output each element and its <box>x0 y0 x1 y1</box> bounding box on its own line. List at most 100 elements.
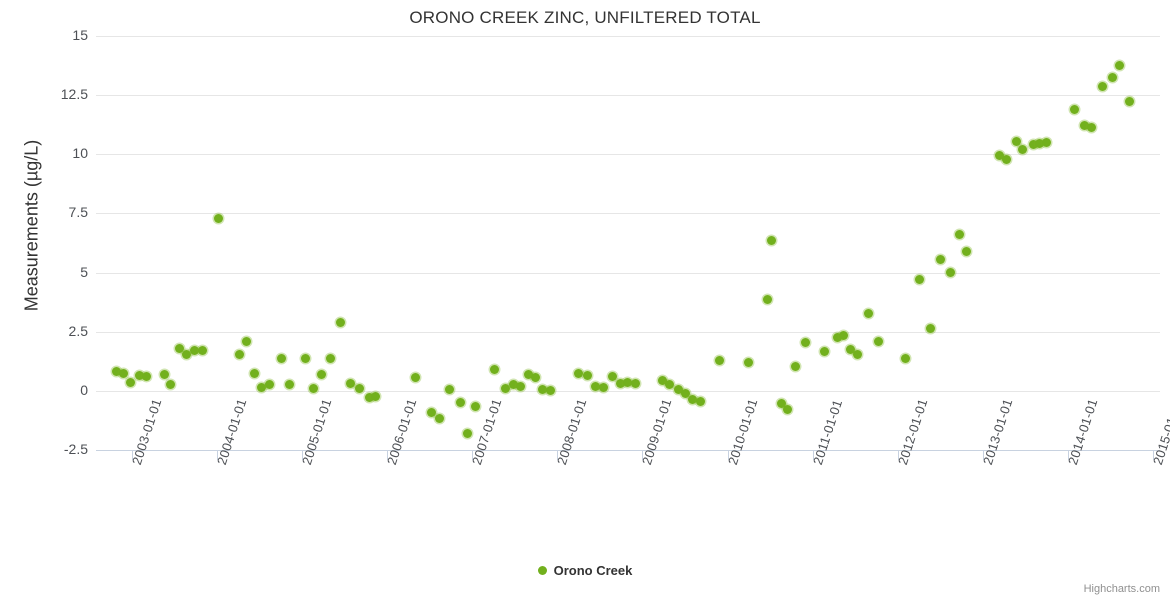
data-point[interactable] <box>873 336 883 346</box>
data-point[interactable] <box>925 323 935 333</box>
data-point[interactable] <box>791 361 801 371</box>
data-point[interactable] <box>546 386 556 396</box>
data-point[interactable] <box>300 354 310 364</box>
data-point[interactable] <box>622 378 632 388</box>
data-point[interactable] <box>249 368 259 378</box>
data-point[interactable] <box>355 383 365 393</box>
data-point[interactable] <box>608 372 618 382</box>
data-point[interactable] <box>962 246 972 256</box>
data-point[interactable] <box>308 383 318 393</box>
data-point[interactable] <box>1124 96 1134 106</box>
data-point[interactable] <box>370 392 380 402</box>
data-point[interactable] <box>1115 61 1125 71</box>
data-point[interactable] <box>767 236 777 246</box>
data-point[interactable] <box>444 385 454 395</box>
data-point[interactable] <box>1042 137 1052 147</box>
y-axis-tick-label: 0 <box>80 381 88 398</box>
data-point[interactable] <box>1086 122 1096 132</box>
data-point[interactable] <box>695 397 705 406</box>
data-point[interactable] <box>820 347 830 357</box>
data-point[interactable] <box>838 330 848 340</box>
data-point[interactable] <box>680 388 690 398</box>
data-point[interactable] <box>471 401 481 411</box>
x-axis-tick-mark <box>387 451 389 460</box>
data-point[interactable] <box>426 407 436 417</box>
data-point[interactable] <box>530 373 540 383</box>
data-point[interactable] <box>665 380 675 390</box>
data-point[interactable] <box>1107 72 1117 82</box>
data-point[interactable] <box>364 393 374 403</box>
data-point[interactable] <box>257 382 267 392</box>
data-point[interactable] <box>744 357 754 367</box>
data-point[interactable] <box>197 346 207 356</box>
legend-item-orono-creek[interactable]: Orono Creek <box>537 563 632 578</box>
data-point[interactable] <box>523 369 533 379</box>
data-point[interactable] <box>463 428 473 438</box>
data-point[interactable] <box>864 309 874 319</box>
data-point[interactable] <box>284 380 294 390</box>
data-point[interactable] <box>994 150 1004 160</box>
data-point[interactable] <box>853 349 863 359</box>
data-point[interactable] <box>900 354 910 364</box>
data-point[interactable] <box>335 317 345 327</box>
data-point[interactable] <box>1097 82 1107 92</box>
data-point[interactable] <box>615 379 625 389</box>
data-point[interactable] <box>508 380 518 390</box>
data-point[interactable] <box>914 275 924 285</box>
data-point[interactable] <box>325 354 335 364</box>
data-point[interactable] <box>763 295 773 305</box>
data-point[interactable] <box>265 380 275 390</box>
data-point[interactable] <box>141 372 151 382</box>
data-point[interactable] <box>832 333 842 343</box>
data-point[interactable] <box>1018 145 1028 155</box>
data-point[interactable] <box>574 368 584 378</box>
data-point[interactable] <box>776 399 786 409</box>
data-point[interactable] <box>317 369 327 379</box>
data-point[interactable] <box>235 349 245 359</box>
data-point[interactable] <box>277 354 287 364</box>
data-point[interactable] <box>159 369 169 379</box>
x-axis-tick-mark <box>812 451 814 460</box>
x-axis-tick-mark <box>1153 451 1155 460</box>
data-point[interactable] <box>174 343 184 353</box>
data-point[interactable] <box>1069 104 1079 114</box>
data-point[interactable] <box>516 381 526 391</box>
data-point[interactable] <box>715 355 725 365</box>
data-point[interactable] <box>489 365 499 375</box>
data-point[interactable] <box>410 373 420 383</box>
data-point[interactable] <box>190 346 200 356</box>
data-point[interactable] <box>214 213 224 223</box>
data-point[interactable] <box>346 379 355 389</box>
data-point[interactable] <box>134 370 144 380</box>
credits-link[interactable]: Highcharts.com <box>1083 583 1160 595</box>
data-point[interactable] <box>1079 121 1089 131</box>
data-point[interactable] <box>657 375 667 385</box>
data-point[interactable] <box>673 385 683 395</box>
data-point[interactable] <box>125 378 135 388</box>
data-point[interactable] <box>435 413 445 423</box>
data-point[interactable] <box>181 349 191 359</box>
data-point[interactable] <box>845 344 855 354</box>
data-point[interactable] <box>1011 136 1021 146</box>
data-point[interactable] <box>1028 140 1038 150</box>
data-point[interactable] <box>935 255 945 265</box>
data-point[interactable] <box>1035 139 1045 149</box>
data-point[interactable] <box>111 367 121 377</box>
data-point[interactable] <box>166 380 176 390</box>
data-point[interactable] <box>583 370 593 380</box>
data-point[interactable] <box>598 382 608 392</box>
data-point[interactable] <box>591 381 601 391</box>
data-point[interactable] <box>455 398 465 408</box>
data-point[interactable] <box>1002 154 1012 164</box>
data-point[interactable] <box>242 336 252 346</box>
data-point[interactable] <box>538 385 548 395</box>
data-point[interactable] <box>631 379 641 389</box>
data-point[interactable] <box>688 394 698 404</box>
data-point[interactable] <box>118 368 128 378</box>
x-axis-tick-mark <box>727 451 729 460</box>
data-point[interactable] <box>500 383 510 393</box>
data-point[interactable] <box>801 337 811 347</box>
data-point[interactable] <box>955 230 965 240</box>
data-point[interactable] <box>946 268 956 278</box>
data-point[interactable] <box>782 405 792 415</box>
